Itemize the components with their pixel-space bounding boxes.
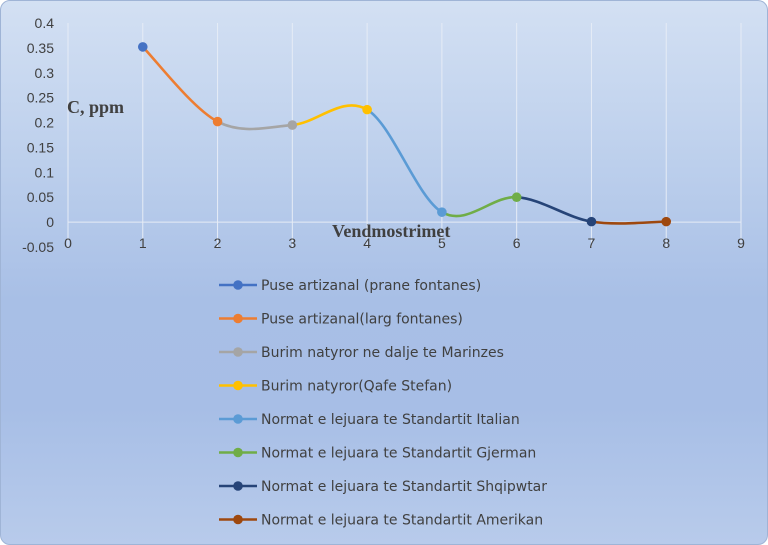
legend-label: Burim natyror ne dalje te Marinzes	[261, 345, 504, 361]
x-tick-label: 0	[64, 235, 72, 251]
x-tick-label: 4	[363, 235, 371, 251]
series-line	[440, 195, 518, 218]
data-point	[586, 216, 597, 227]
series-line	[141, 45, 219, 123]
legend-marker	[233, 481, 243, 491]
data-point	[511, 192, 522, 203]
y-tick-label: 0.15	[27, 139, 54, 155]
legend-marker	[233, 313, 243, 324]
series-line	[216, 120, 294, 131]
legend-label: Puse artizanal(larg fontanes)	[261, 312, 463, 328]
x-tick-label: 2	[214, 235, 222, 251]
y-tick-label: 0.05	[27, 189, 54, 205]
x-tick-label: 3	[288, 235, 296, 251]
y-tick-label: 0.2	[35, 115, 55, 131]
series-lines	[141, 45, 668, 225]
series-line	[365, 108, 444, 214]
x-tick-label: 7	[588, 235, 596, 251]
series-line	[590, 220, 668, 225]
data-point	[661, 216, 672, 227]
x-tick-label: 5	[438, 235, 446, 251]
legend-marker	[233, 380, 243, 391]
x-tick-label: 9	[737, 235, 745, 251]
y-tick-label: 0	[46, 214, 54, 230]
legend-marker	[233, 514, 243, 525]
data-point	[437, 207, 447, 217]
x-tick-label: 8	[662, 235, 670, 251]
x-axis-title: Vendmostrimet	[332, 221, 450, 241]
y-tick-label: 0.25	[27, 90, 54, 106]
x-tick-label: 6	[513, 235, 521, 251]
x-tick-labels: 0 1 2 3 4 5 6 7 8 9	[64, 235, 745, 251]
y-tick-labels: -0.05 0 0.05 0.1 0.15 0.2 0.25 0.3 0.35 0.4	[22, 15, 54, 255]
y-tick-label: -0.05	[22, 239, 54, 255]
y-tick-label: 0.35	[27, 40, 54, 56]
legend-label: Normat e lejuara te Standartit Amerikan	[261, 513, 543, 529]
legend-label: Normat e lejuara te Standartit Italian	[261, 412, 520, 428]
data-point	[137, 42, 148, 52]
gridlines	[67, 23, 742, 247]
series-points	[137, 42, 672, 227]
legend-label: Normat e lejuara te Standartit Shqipwtar	[261, 479, 547, 495]
legend-marker	[233, 280, 243, 290]
data-point	[212, 116, 223, 127]
legend-label: Normat e lejuara te Standartit Gjerman	[261, 446, 536, 462]
legend-marker	[233, 447, 243, 458]
y-tick-label: 0.4	[35, 15, 55, 31]
data-point	[287, 120, 298, 130]
x-tick-label: 1	[139, 235, 147, 251]
legend-label: Burim natyror(Qafe Stefan)	[261, 379, 452, 395]
y-tick-label: 0.3	[35, 65, 55, 81]
legend-marker	[233, 414, 243, 424]
y-axis-title: C, ppm	[67, 97, 124, 117]
data-point	[362, 104, 372, 115]
legend-label: Puse artizanal (prane fontanes)	[261, 278, 481, 294]
legend-marker	[233, 347, 243, 357]
series-line	[515, 195, 593, 223]
legend: Puse artizanal (prane fontanes) Puse arti…	[219, 278, 547, 529]
series-line	[291, 104, 369, 127]
y-tick-label: 0.1	[35, 164, 55, 180]
